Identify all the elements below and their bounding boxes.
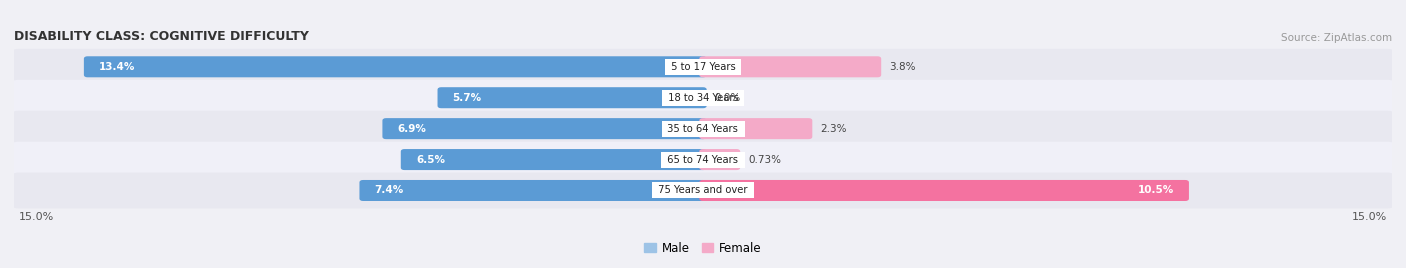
Text: 0.0%: 0.0% bbox=[714, 93, 741, 103]
Text: 7.4%: 7.4% bbox=[374, 185, 404, 195]
FancyBboxPatch shape bbox=[699, 118, 813, 139]
FancyBboxPatch shape bbox=[401, 149, 707, 170]
FancyBboxPatch shape bbox=[10, 142, 1396, 177]
Text: 2.3%: 2.3% bbox=[820, 124, 846, 134]
FancyBboxPatch shape bbox=[10, 49, 1396, 85]
FancyBboxPatch shape bbox=[10, 80, 1396, 116]
Text: 3.8%: 3.8% bbox=[889, 62, 915, 72]
FancyBboxPatch shape bbox=[699, 149, 740, 170]
Text: 5 to 17 Years: 5 to 17 Years bbox=[668, 62, 738, 72]
Text: 75 Years and over: 75 Years and over bbox=[655, 185, 751, 195]
Text: DISABILITY CLASS: COGNITIVE DIFFICULTY: DISABILITY CLASS: COGNITIVE DIFFICULTY bbox=[14, 30, 309, 43]
Text: 15.0%: 15.0% bbox=[18, 211, 53, 222]
Legend: Male, Female: Male, Female bbox=[644, 241, 762, 255]
Text: 15.0%: 15.0% bbox=[1353, 211, 1388, 222]
Text: 35 to 64 Years: 35 to 64 Years bbox=[665, 124, 741, 134]
FancyBboxPatch shape bbox=[84, 56, 707, 77]
FancyBboxPatch shape bbox=[10, 111, 1396, 147]
Text: 10.5%: 10.5% bbox=[1137, 185, 1174, 195]
FancyBboxPatch shape bbox=[360, 180, 707, 201]
FancyBboxPatch shape bbox=[10, 173, 1396, 209]
FancyBboxPatch shape bbox=[382, 118, 707, 139]
Text: 0.73%: 0.73% bbox=[748, 155, 780, 165]
Text: Source: ZipAtlas.com: Source: ZipAtlas.com bbox=[1281, 33, 1392, 43]
FancyBboxPatch shape bbox=[699, 56, 882, 77]
Text: 6.9%: 6.9% bbox=[398, 124, 426, 134]
Text: 5.7%: 5.7% bbox=[453, 93, 482, 103]
FancyBboxPatch shape bbox=[437, 87, 707, 108]
Text: 13.4%: 13.4% bbox=[98, 62, 135, 72]
Text: 6.5%: 6.5% bbox=[416, 155, 444, 165]
FancyBboxPatch shape bbox=[699, 180, 1189, 201]
Text: 18 to 34 Years: 18 to 34 Years bbox=[665, 93, 741, 103]
Text: 65 to 74 Years: 65 to 74 Years bbox=[665, 155, 741, 165]
